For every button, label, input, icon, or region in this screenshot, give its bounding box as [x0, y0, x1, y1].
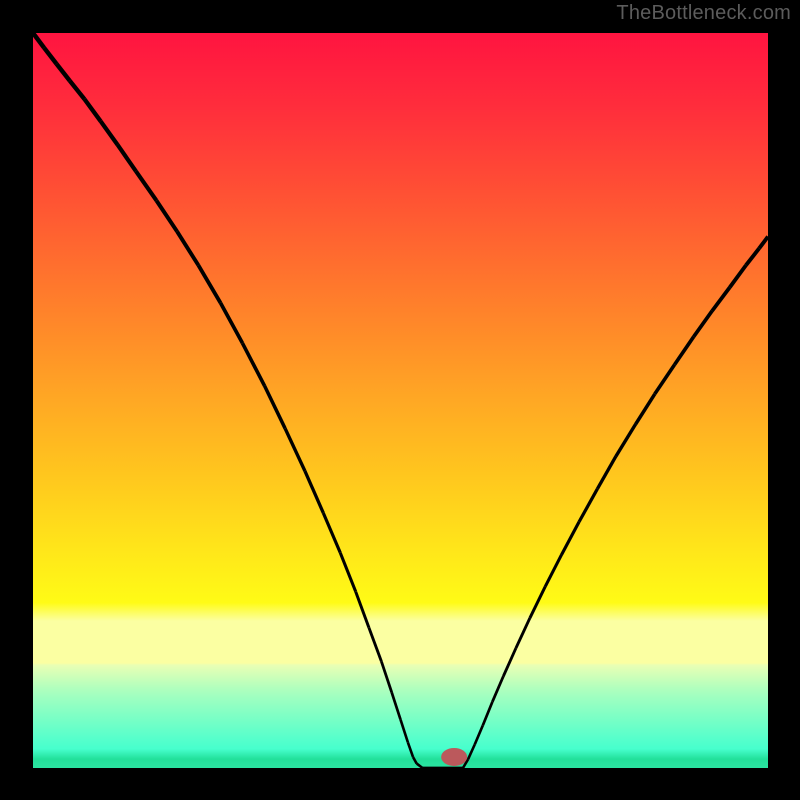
attribution-text: TheBottleneck.com — [616, 2, 791, 25]
bottleneck-chart — [0, 0, 800, 800]
minimum-marker — [441, 748, 467, 766]
chart-root: TheBottleneck.com — [0, 0, 800, 800]
plot-background — [33, 33, 768, 768]
